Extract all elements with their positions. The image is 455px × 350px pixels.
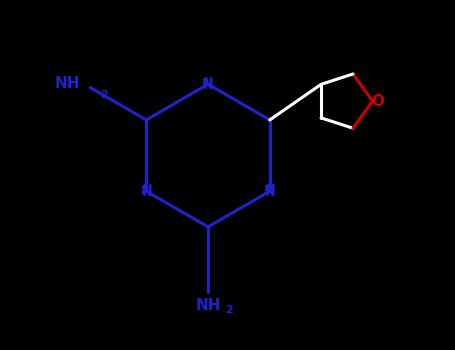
Text: N: N xyxy=(141,184,152,198)
Text: N: N xyxy=(142,184,151,199)
Text: N: N xyxy=(203,77,212,92)
Text: N: N xyxy=(264,184,276,198)
Text: N: N xyxy=(265,184,274,199)
Text: N: N xyxy=(202,77,214,91)
Text: 2: 2 xyxy=(225,304,233,315)
Text: NH: NH xyxy=(195,298,221,313)
Text: 2: 2 xyxy=(101,90,108,100)
Text: O: O xyxy=(371,93,384,108)
Text: NH: NH xyxy=(54,76,80,91)
